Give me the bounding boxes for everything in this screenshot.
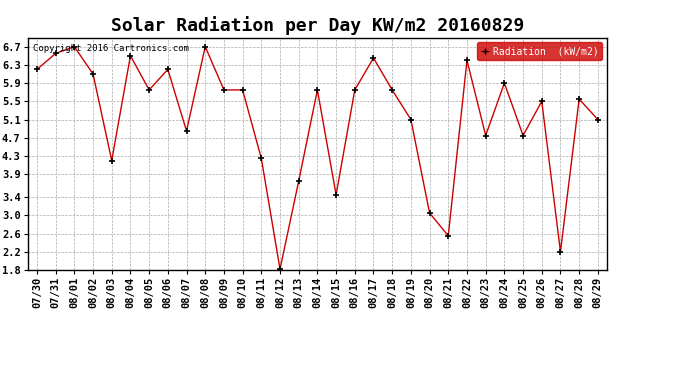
Title: Solar Radiation per Day KW/m2 20160829: Solar Radiation per Day KW/m2 20160829 bbox=[111, 16, 524, 34]
Text: Copyright 2016 Cartronics.com: Copyright 2016 Cartronics.com bbox=[33, 45, 189, 54]
Legend: Radiation  (kW/m2): Radiation (kW/m2) bbox=[477, 42, 602, 60]
